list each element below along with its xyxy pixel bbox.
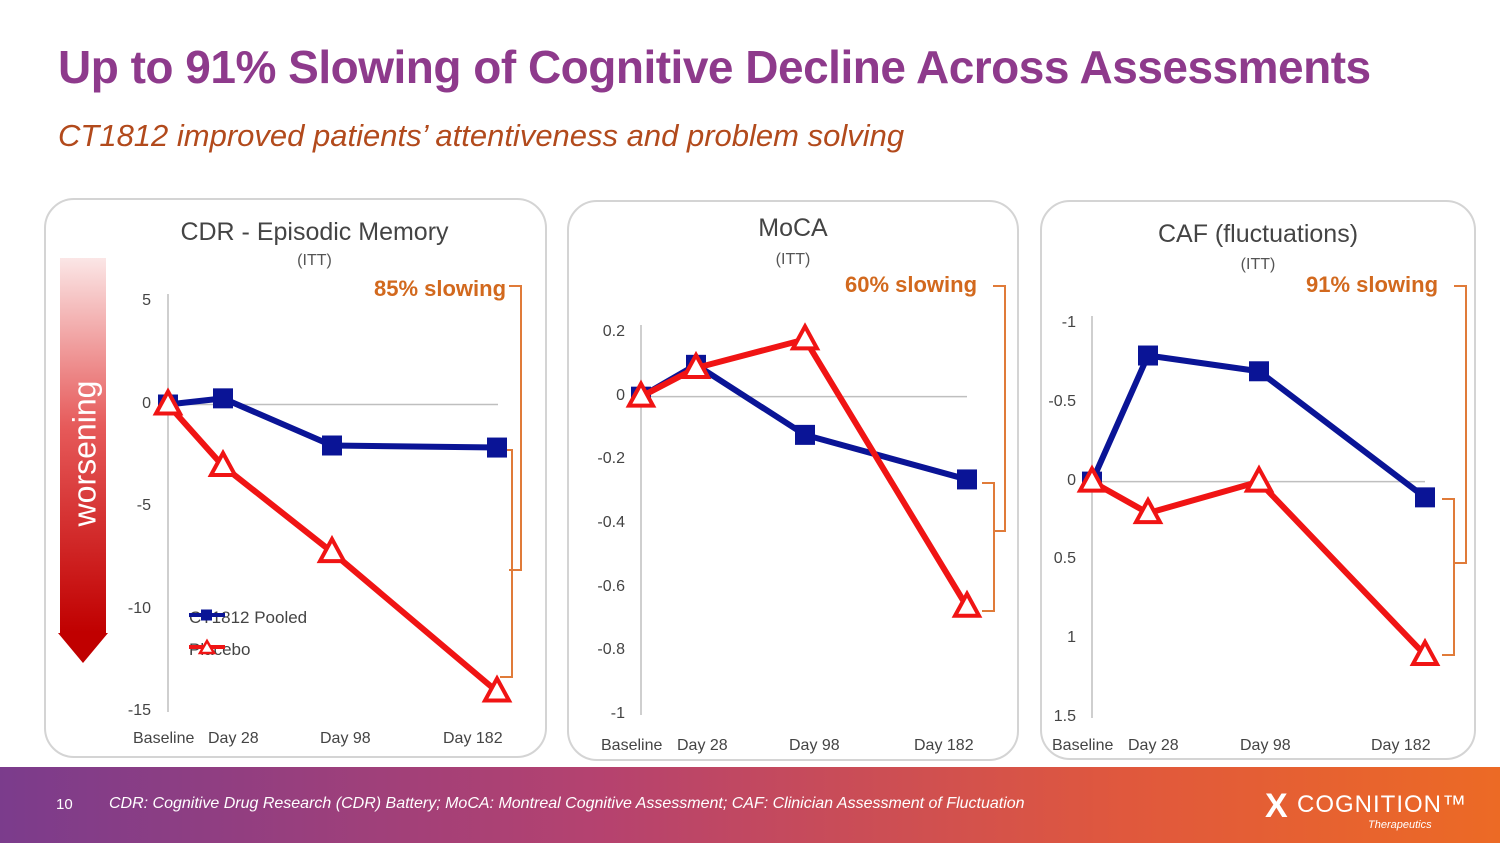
page-subtitle: CT1812 improved patients’ attentiveness … [58,118,905,153]
data-point-ct1812 [795,424,815,445]
series-line [1089,352,1427,500]
x-tick-label: Day 182 [914,737,974,754]
data-point-placebo [1243,464,1275,493]
series-line [1090,478,1428,658]
series-line [639,361,968,483]
chart-title: CAF (fluctuations) [1157,220,1359,248]
data-point-placebo [789,322,821,351]
data-point-placebo [1132,495,1164,525]
chart-subtitle: (ITT) [775,251,811,268]
chart-subtitle: (ITT) [1240,256,1276,273]
x-tick-label: Day 98 [1240,737,1291,754]
chart-panel-caf: CAF (fluctuations) (ITT) 91% slowing -1 -… [1040,200,1476,760]
x-tick-label: Baseline [133,730,195,747]
series-ct1812 [158,388,507,458]
data-point-placebo [152,387,184,416]
y-tick-label: -0.8 [597,641,625,659]
series-placebo [1076,464,1441,666]
worsening-arrow-shaft [60,258,106,633]
chart-subtitle: (ITT) [297,252,332,269]
y-tick-label: 1 [1067,629,1076,647]
x-tick-label: Day 28 [208,730,259,747]
data-point-ct1812 [1249,361,1269,382]
page-number: 10 [56,796,73,813]
y-tick-label: 0.2 [602,323,625,340]
data-point-placebo [680,350,712,380]
y-tick-label: 0.5 [1053,550,1076,568]
data-point-placebo [481,674,513,703]
y-tick-label: -0.4 [597,514,625,531]
page-title: Up to 91% Slowing of Cognitive Decline A… [58,41,1371,93]
y-tick-label: 0 [142,394,151,412]
data-point-placebo [625,379,657,408]
legend-swatch-ct1812 [189,609,225,621]
chart-title: CDR - Episodic Memory [180,218,449,246]
x-tick-label: Day 98 [789,737,840,754]
footnote: CDR: Cognitive Drug Research (CDR) Batte… [109,795,1025,812]
data-point-ct1812 [213,388,233,409]
y-tick-label: 0 [616,386,625,404]
y-tick-label: 5 [142,292,151,309]
footer-bar: 10 CDR: Cognitive Drug Research (CDR) Ba… [0,767,1500,843]
x-tick-label: Day 182 [1371,737,1431,754]
data-point-ct1812 [1138,345,1158,366]
legend-label: CT1812 Pooled [189,608,308,627]
series-line [639,336,970,609]
data-point-placebo [1076,464,1108,493]
slowing-bracket-placebo [993,285,1006,532]
logo-name: COGNITION™ [1297,791,1467,818]
y-tick-label: -1 [1061,314,1076,331]
x-tick-label: Baseline [1052,737,1114,754]
slowing-bracket-ct1812 [500,449,513,678]
legend-item-placebo: Placebo [189,638,250,660]
data-point-placebo [316,534,348,564]
slowing-bracket-ct1812 [982,482,995,612]
series-placebo [625,322,983,618]
y-tick-label: -0.6 [597,577,625,595]
chart-title: MoCA [758,214,828,242]
chart-plot [625,285,1006,715]
chart-panel-moca: MoCA (ITT) 60% slowing 0.2 0 -0.2 -0.4 -0.6 -… [567,200,1019,761]
x-tick-label: Baseline [601,737,663,754]
y-tick-label: -15 [127,702,151,719]
chart-panel-cdr: CDR - Episodic Memory (ITT) 85% slowing … [44,198,547,758]
series-line [165,402,499,694]
slowing-bracket-ct1812 [1442,498,1455,656]
y-tick-label: 0 [1067,471,1076,489]
data-point-placebo [951,589,983,618]
slowing-bracket-placebo [509,285,522,571]
worsening-arrow [58,258,108,663]
x-tick-label: Day 182 [443,730,503,747]
worsening-arrow-head [58,633,108,663]
data-point-ct1812 [487,437,507,458]
y-tick-label: 1.5 [1053,708,1076,725]
data-point-placebo [207,448,239,477]
x-tick-label: Day 28 [1128,737,1179,754]
chart-plot [152,285,522,712]
x-tick-label: Day 28 [677,737,728,754]
chart-plot [1076,285,1467,718]
y-tick-label: -1 [610,705,625,722]
y-tick-label: -0.2 [597,450,625,468]
x-tick-label: Day 98 [320,730,371,747]
logo-mark-icon: X [1265,787,1288,825]
slowing-bracket-placebo [1454,285,1467,564]
slowing-label: 85% slowing [374,276,507,301]
slowing-label: 91% slowing [1306,272,1439,297]
series-placebo [152,387,513,703]
series-line [167,395,498,451]
legend-swatch-placebo [189,638,225,655]
data-point-placebo [1409,637,1441,666]
data-point-ct1812 [322,435,342,456]
y-tick-label: -5 [136,497,151,514]
slowing-label: 60% slowing [845,272,978,297]
data-point-ct1812 [957,469,977,490]
worsening-label: worsening [66,380,103,527]
y-tick-label: -0.5 [1048,392,1076,410]
y-tick-label: -10 [127,599,151,617]
logo-tagline: Therapeutics [1368,819,1432,831]
legend-item-ct1812: CT1812 Pooled [189,608,307,628]
data-point-ct1812 [1415,487,1435,508]
